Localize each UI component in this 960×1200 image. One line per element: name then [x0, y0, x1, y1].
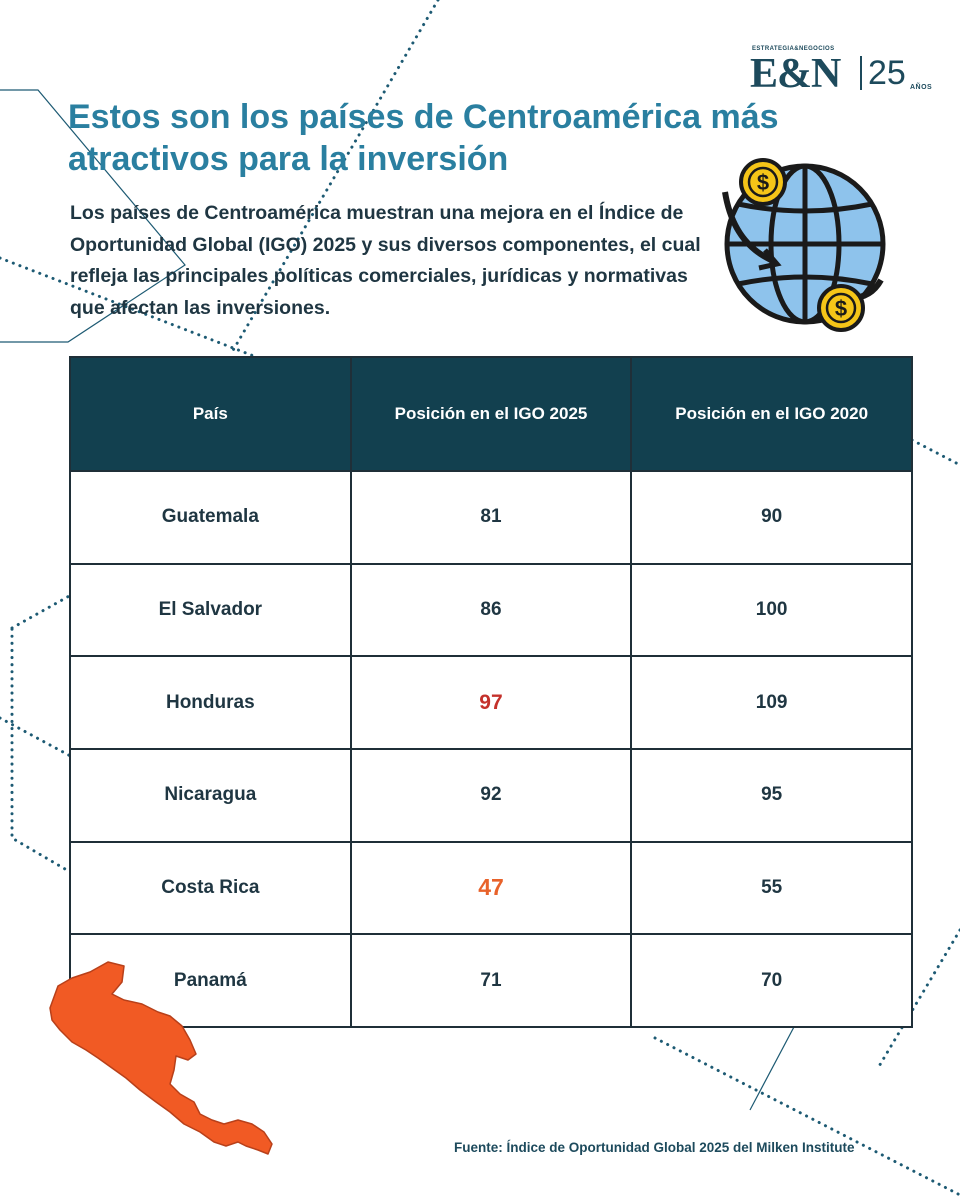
- intro-paragraph: Los países de Centroamérica muestran una…: [70, 202, 701, 319]
- svg-text:$: $: [757, 170, 769, 195]
- table-row: Guatemala 81 90: [69, 470, 913, 565]
- column-header-country: País: [69, 356, 352, 472]
- cell-country: Costa Rica: [69, 840, 352, 936]
- cell-igo-2020: 90: [630, 470, 913, 565]
- table-row: Panamá 71 70: [69, 933, 913, 1028]
- cell-igo-2020: 100: [630, 562, 913, 658]
- cell-country: Nicaragua: [69, 747, 352, 843]
- cell-igo-2025: 81: [349, 470, 633, 565]
- table-row: Costa Rica 47 55: [69, 840, 913, 936]
- cell-igo-2025: 92: [349, 747, 633, 843]
- page-title: Estos son los países de Centroamérica má…: [68, 98, 779, 178]
- cell-country: Panamá: [69, 933, 352, 1028]
- cell-country: Honduras: [69, 655, 352, 750]
- brand-divider: [860, 56, 862, 90]
- cell-igo-2025: 71: [349, 933, 633, 1028]
- brand-name: E&N: [750, 51, 841, 97]
- cell-igo-2025-highlight: 47: [349, 840, 633, 936]
- cell-igo-2020: 95: [630, 747, 913, 843]
- anniversary-number: 25: [868, 54, 906, 92]
- anniversary-word: AÑOS: [910, 84, 933, 91]
- cell-igo-2020: 109: [630, 655, 913, 750]
- cell-igo-2025: 86: [349, 562, 633, 658]
- brand-tagline: ESTRATEGIA&NEGOCIOS: [752, 46, 835, 52]
- table-row: Nicaragua 92 95: [69, 747, 913, 843]
- cell-country: El Salvador: [69, 562, 352, 658]
- table-row: Honduras 97 109: [69, 655, 913, 750]
- column-header-igo-2025: Posición en el IGO 2025: [349, 356, 633, 472]
- cell-igo-2020: 70: [630, 933, 913, 1028]
- source-note: Fuente: Índice de Oportunidad Global 202…: [454, 1140, 855, 1155]
- cell-country: Guatemala: [69, 470, 352, 565]
- brand-logo: ESTRATEGIA&NEGOCIOS E&N 25 AÑOS: [750, 46, 940, 98]
- svg-text:$: $: [835, 296, 847, 321]
- globe-money-icon: $ $: [722, 158, 886, 332]
- ranking-table: País Posición en el IGO 2025 Posición en…: [69, 356, 913, 1028]
- cell-igo-2025-highlight: 97: [349, 655, 633, 750]
- table-row: El Salvador 86 100: [69, 562, 913, 658]
- cell-igo-2020: 55: [630, 840, 913, 936]
- column-header-igo-2020: Posición en el IGO 2020: [630, 356, 913, 472]
- table-header-row: País Posición en el IGO 2025 Posición en…: [69, 356, 913, 472]
